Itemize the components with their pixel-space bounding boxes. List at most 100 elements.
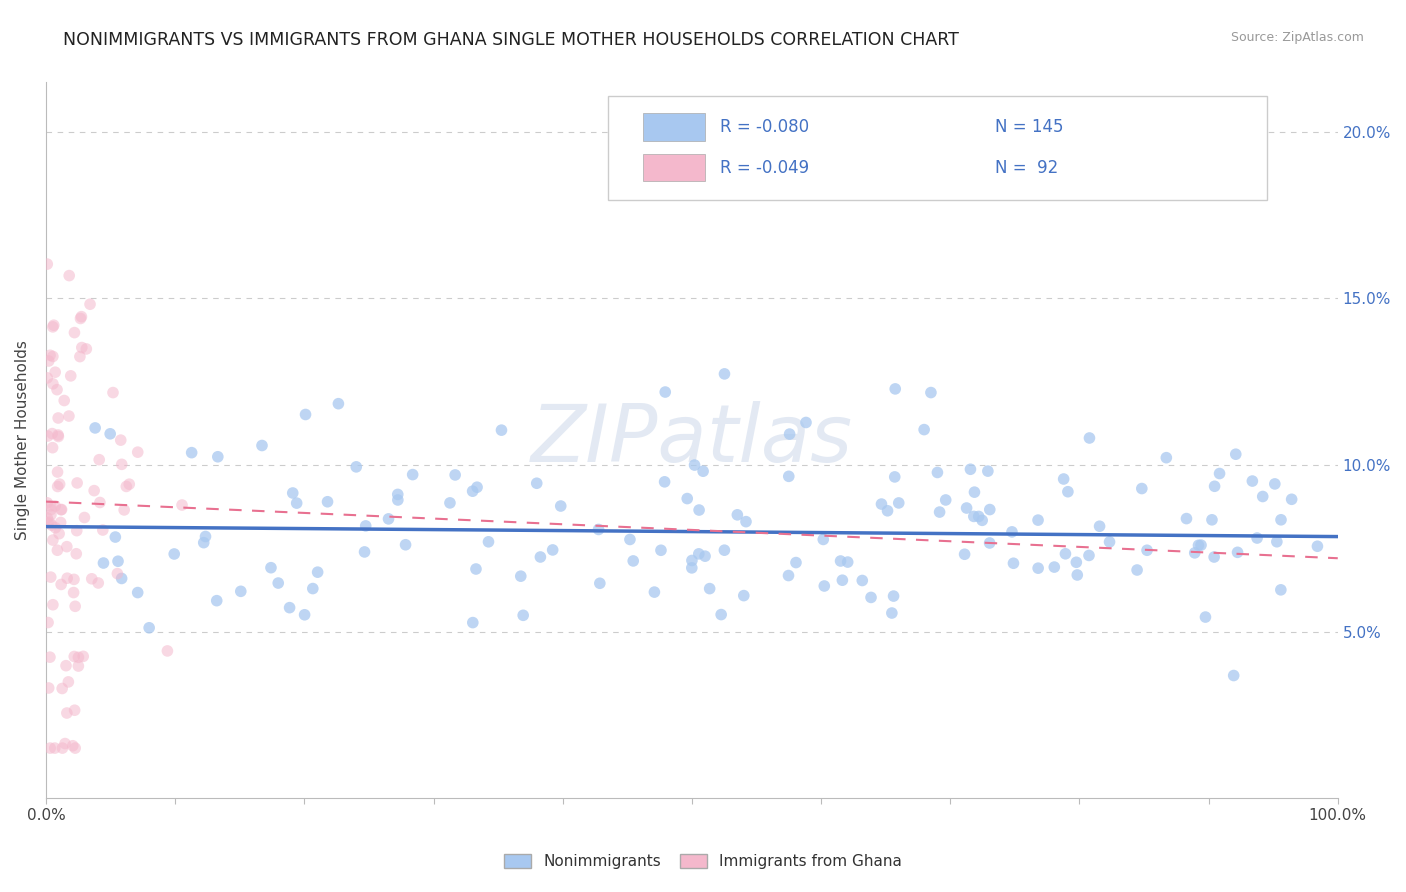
Point bbox=[170, 498, 193, 512]
Point bbox=[37, 257, 59, 271]
Point bbox=[1002, 556, 1025, 570]
Point bbox=[725, 508, 748, 522]
Point bbox=[444, 467, 467, 482]
Point bbox=[491, 423, 513, 437]
Point bbox=[53, 393, 76, 408]
Point bbox=[105, 566, 128, 581]
Point bbox=[39, 502, 62, 516]
Point bbox=[681, 553, 703, 567]
Point bbox=[883, 589, 905, 603]
Point bbox=[39, 508, 62, 522]
Point bbox=[1126, 563, 1149, 577]
Point bbox=[229, 584, 252, 599]
Point bbox=[851, 574, 873, 588]
Point bbox=[194, 529, 217, 543]
Point bbox=[1306, 539, 1329, 553]
Point bbox=[1246, 531, 1268, 545]
Point bbox=[461, 484, 484, 499]
Point bbox=[1184, 546, 1206, 560]
Point bbox=[1054, 547, 1077, 561]
Text: N =  92: N = 92 bbox=[995, 159, 1059, 177]
Point bbox=[1270, 513, 1292, 527]
Point bbox=[70, 341, 93, 355]
Point bbox=[42, 598, 65, 612]
Point bbox=[278, 600, 301, 615]
Point bbox=[870, 497, 893, 511]
Point bbox=[80, 572, 103, 586]
Point bbox=[44, 741, 66, 756]
Point bbox=[42, 350, 65, 364]
Point bbox=[1078, 549, 1101, 563]
Point bbox=[38, 681, 60, 695]
Point bbox=[778, 469, 800, 483]
Point bbox=[46, 411, 69, 425]
Point bbox=[1066, 568, 1088, 582]
Point bbox=[63, 326, 86, 340]
Point bbox=[79, 297, 101, 311]
Point bbox=[72, 649, 94, 664]
Point bbox=[48, 429, 70, 443]
Point bbox=[1078, 431, 1101, 445]
Point bbox=[979, 502, 1001, 516]
Point bbox=[49, 502, 72, 516]
Point bbox=[91, 523, 114, 537]
Point bbox=[65, 547, 87, 561]
Point bbox=[1222, 668, 1244, 682]
Point bbox=[439, 496, 461, 510]
Point bbox=[260, 560, 283, 574]
FancyBboxPatch shape bbox=[607, 96, 1267, 200]
Bar bbox=[643, 154, 704, 181]
Point bbox=[42, 319, 65, 334]
Point bbox=[692, 464, 714, 478]
Text: N = 145: N = 145 bbox=[995, 118, 1064, 136]
Point bbox=[837, 555, 859, 569]
Point bbox=[688, 503, 710, 517]
Point bbox=[41, 441, 63, 455]
Point bbox=[63, 599, 86, 614]
Point bbox=[699, 582, 721, 596]
Point bbox=[67, 650, 90, 665]
Point bbox=[1026, 513, 1049, 527]
Point bbox=[465, 480, 488, 494]
Point bbox=[62, 739, 84, 753]
Point bbox=[51, 502, 73, 516]
Point bbox=[512, 608, 534, 623]
Point bbox=[63, 703, 86, 717]
Point bbox=[37, 371, 59, 385]
Point bbox=[733, 589, 755, 603]
Point bbox=[38, 354, 60, 368]
Point bbox=[1225, 447, 1247, 461]
Point bbox=[138, 621, 160, 635]
Point bbox=[48, 526, 70, 541]
Point bbox=[654, 475, 676, 489]
Point bbox=[461, 615, 484, 630]
Legend: Nonimmigrants, Immigrants from Ghana: Nonimmigrants, Immigrants from Ghana bbox=[498, 847, 908, 875]
Text: R = -0.080: R = -0.080 bbox=[720, 118, 810, 136]
Point bbox=[55, 658, 77, 673]
Point bbox=[127, 445, 149, 459]
Point bbox=[681, 561, 703, 575]
Point bbox=[66, 475, 89, 490]
Point bbox=[713, 543, 735, 558]
Point bbox=[41, 426, 63, 441]
Point bbox=[1204, 479, 1226, 493]
Point bbox=[1136, 543, 1159, 558]
Point bbox=[111, 572, 134, 586]
Point bbox=[1026, 561, 1049, 575]
Point bbox=[785, 556, 807, 570]
Point bbox=[1204, 549, 1226, 564]
Point bbox=[281, 486, 304, 500]
Point bbox=[860, 591, 883, 605]
Point bbox=[127, 585, 149, 599]
Point bbox=[69, 350, 91, 364]
Point bbox=[621, 554, 644, 568]
Point bbox=[1175, 511, 1198, 525]
Point bbox=[285, 496, 308, 510]
Point bbox=[1226, 545, 1249, 559]
Point bbox=[46, 479, 69, 493]
Text: ZIPatlas: ZIPatlas bbox=[531, 401, 853, 479]
Point bbox=[56, 540, 79, 554]
Point bbox=[1265, 534, 1288, 549]
Point bbox=[387, 487, 409, 501]
Point bbox=[1201, 513, 1223, 527]
